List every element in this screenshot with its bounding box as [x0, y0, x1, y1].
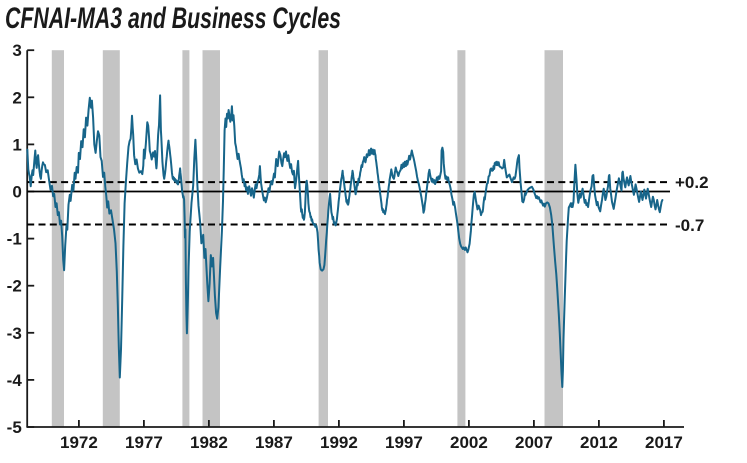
svg-text:+0.2: +0.2	[675, 173, 709, 192]
svg-text:1972: 1972	[60, 433, 98, 452]
svg-text:2007: 2007	[515, 433, 553, 452]
svg-text:-3: -3	[7, 324, 22, 343]
svg-text:1982: 1982	[190, 433, 228, 452]
svg-text:-4: -4	[7, 371, 23, 390]
svg-text:-0.7: -0.7	[675, 216, 704, 235]
svg-text:-5: -5	[7, 418, 22, 437]
svg-text:CFNAI-MA3 and Business Cycles: CFNAI-MA3 and Business Cycles	[5, 2, 341, 35]
svg-text:-2: -2	[7, 277, 22, 296]
svg-text:2017: 2017	[645, 433, 683, 452]
svg-text:1977: 1977	[125, 433, 163, 452]
svg-text:3: 3	[12, 41, 21, 60]
svg-text:1987: 1987	[255, 433, 293, 452]
svg-text:2012: 2012	[580, 433, 618, 452]
svg-text:1: 1	[12, 135, 21, 154]
svg-text:2: 2	[12, 88, 21, 107]
svg-text:2002: 2002	[450, 433, 488, 452]
svg-text:0: 0	[12, 183, 21, 202]
svg-text:-1: -1	[7, 230, 22, 249]
svg-text:1997: 1997	[385, 433, 423, 452]
svg-text:1992: 1992	[320, 433, 358, 452]
